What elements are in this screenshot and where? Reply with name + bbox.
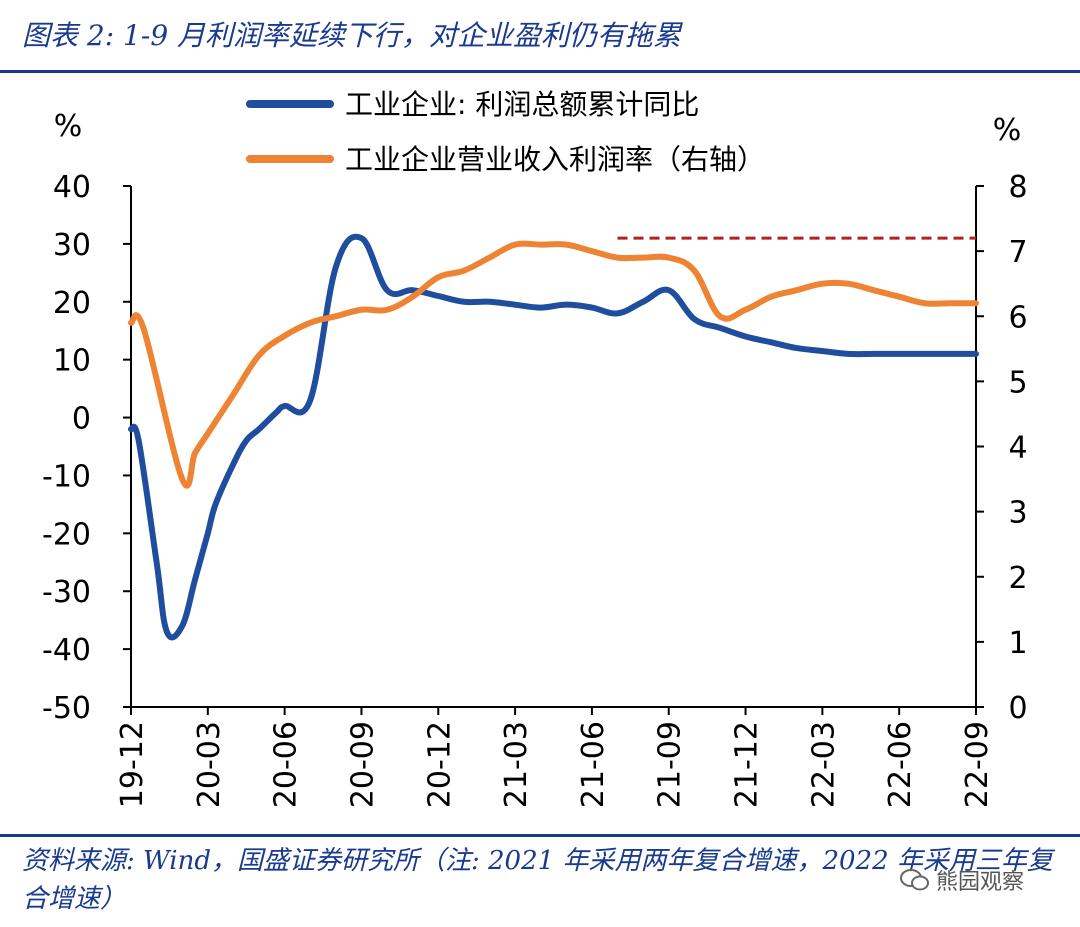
y-left-tick-label: 20 (53, 286, 91, 321)
y-right-tick-label: 7 (1008, 235, 1027, 270)
x-tick-label: 22-06 (883, 721, 918, 808)
x-tick-label: 21-12 (730, 721, 765, 808)
y-right-tick-label: 5 (1008, 365, 1027, 400)
legend-label-profit-margin: 工业企业营业收入利润率（右轴） (345, 143, 765, 176)
x-tick-label: 20-03 (192, 721, 227, 808)
x-tick-label: 20-09 (345, 721, 380, 808)
watermark-text: 熊园观察 (936, 870, 1025, 895)
x-tick-label: 21-09 (653, 721, 688, 808)
y-left-tick-label: -50 (42, 691, 91, 726)
y-left-tick-label: 30 (53, 228, 91, 263)
y-right-tick-label: 2 (1008, 561, 1027, 596)
y-right-tick-label: 4 (1008, 431, 1027, 466)
x-tick-label: 21-03 (499, 721, 534, 808)
x-tick-label: 22-03 (806, 721, 841, 808)
y-left-tick-label: 40 (53, 170, 91, 205)
y-left-tick-label: -30 (42, 575, 91, 610)
x-tick-label: 19-12 (115, 721, 150, 808)
y-right-tick-label: 1 (1008, 626, 1027, 661)
y-left-tick-label: -10 (42, 459, 91, 494)
y-left-tick-label: -40 (42, 633, 91, 668)
y-left-unit: % (54, 109, 83, 144)
x-tick-label: 22-09 (960, 721, 995, 808)
watermark: 熊园观察 (900, 864, 1024, 896)
top-rule (0, 70, 1080, 73)
series-line-profit-margin (128, 240, 979, 489)
y-left-tick-label: -20 (42, 517, 91, 552)
source-note: 资料来源: Wind，国盛证券研究所（注: 2021 年采用两年复合增速，202… (22, 846, 1053, 914)
series-line-profit-yoy (128, 233, 979, 641)
y-right-tick-label: 8 (1008, 170, 1027, 205)
legend-label-profit-yoy: 工业企业: 利润总额累计同比 (345, 88, 699, 121)
x-tick-label: 20-12 (422, 721, 457, 808)
bottom-rule (0, 834, 1080, 837)
y-right-unit: % (993, 113, 1022, 148)
y-left-tick-label: 0 (72, 402, 91, 437)
y-left-tick-label: 10 (53, 344, 91, 379)
y-right-tick-label: 6 (1008, 300, 1027, 335)
y-right-tick-label: 3 (1008, 496, 1027, 531)
wechat-icon (900, 869, 929, 891)
y-right-tick-label: 0 (1008, 691, 1027, 726)
x-tick-label: 20-06 (269, 721, 304, 808)
x-tick-label: 21-06 (576, 721, 611, 808)
chart-title: 图表 2: 1-9 月利润率延续下行，对企业盈利仍有拖累 (22, 19, 682, 52)
